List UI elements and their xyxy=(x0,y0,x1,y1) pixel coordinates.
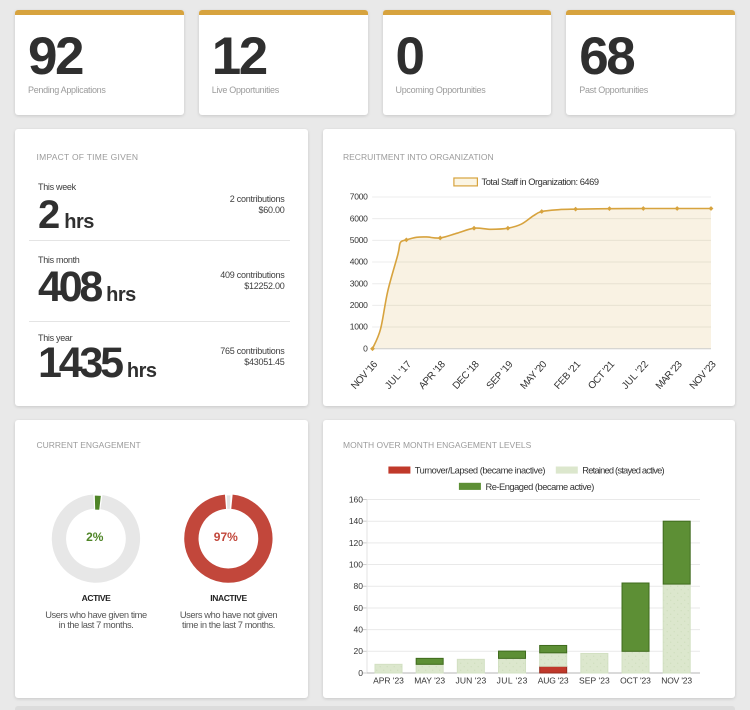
svg-text:JUN '23: JUN '23 xyxy=(455,675,486,685)
svg-text:NOV '23: NOV '23 xyxy=(661,675,692,685)
svg-text:100: 100 xyxy=(348,559,362,569)
svg-text:APR '18: APR '18 xyxy=(417,359,448,392)
svg-text:7000: 7000 xyxy=(349,192,367,202)
svg-text:0: 0 xyxy=(358,668,363,678)
svg-text:JUL '22: JUL '22 xyxy=(620,359,651,392)
svg-text:MAR '23: MAR '23 xyxy=(653,359,684,392)
svg-text:APR '23: APR '23 xyxy=(373,675,404,685)
svg-text:2000: 2000 xyxy=(349,300,367,310)
svg-text:0: 0 xyxy=(363,343,368,353)
svg-text:4000: 4000 xyxy=(349,257,367,267)
svg-text:120: 120 xyxy=(348,538,362,548)
svg-text:2%: 2% xyxy=(86,530,104,544)
svg-text:FEB '21: FEB '21 xyxy=(552,359,583,392)
svg-text:Total Staff in Organization: 6: Total Staff in Organization: 6469 xyxy=(481,177,599,187)
svg-text:80: 80 xyxy=(353,581,363,591)
svg-text:60: 60 xyxy=(353,603,363,613)
svg-text:5000: 5000 xyxy=(349,235,367,245)
svg-text:Retained (stayed active): Retained (stayed active) xyxy=(582,466,664,476)
svg-text:40: 40 xyxy=(353,625,363,635)
svg-text:OCT '21: OCT '21 xyxy=(586,359,617,392)
svg-text:MAY '20: MAY '20 xyxy=(518,359,549,392)
svg-text:JUL '17: JUL '17 xyxy=(383,359,414,392)
svg-text:NOV '16: NOV '16 xyxy=(349,359,380,392)
svg-text:JUL '23: JUL '23 xyxy=(496,675,527,685)
svg-text:NOV '23: NOV '23 xyxy=(687,359,718,392)
svg-text:3000: 3000 xyxy=(349,278,367,288)
svg-text:OCT '23: OCT '23 xyxy=(620,675,651,685)
svg-text:MAY '23: MAY '23 xyxy=(414,675,445,685)
svg-text:97%: 97% xyxy=(214,530,238,544)
svg-text:DEC '18: DEC '18 xyxy=(450,359,481,392)
svg-text:140: 140 xyxy=(348,516,362,526)
svg-text:SEP '23: SEP '23 xyxy=(578,675,609,685)
svg-text:SEP '19: SEP '19 xyxy=(484,359,515,392)
svg-text:6000: 6000 xyxy=(349,213,367,223)
svg-text:Re-Engaged (became active): Re-Engaged (became active) xyxy=(485,482,594,492)
svg-text:Turnover/Lapsed (became inacti: Turnover/Lapsed (became inactive) xyxy=(414,466,545,476)
svg-text:AUG '23: AUG '23 xyxy=(537,675,568,685)
svg-text:160: 160 xyxy=(348,494,362,504)
svg-text:20: 20 xyxy=(353,646,363,656)
svg-text:1000: 1000 xyxy=(349,322,367,332)
